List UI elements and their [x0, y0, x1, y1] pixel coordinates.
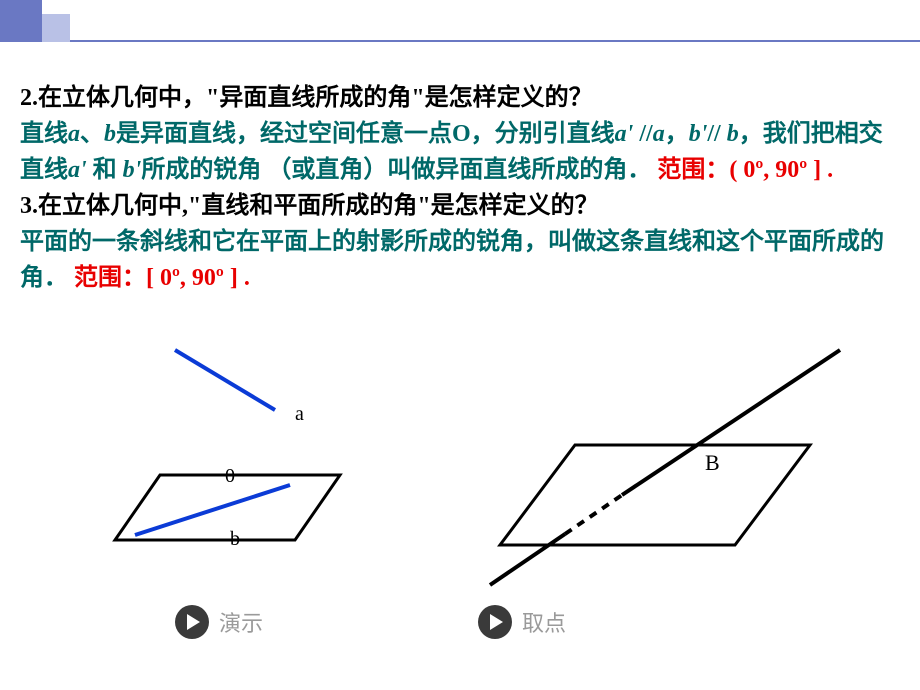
- demo-label: 演示: [219, 606, 263, 638]
- label-a: a: [295, 403, 304, 425]
- a2-aprime: a': [615, 121, 640, 147]
- deco-square-small: [42, 14, 70, 42]
- a2-range-label: 范围：: [657, 157, 729, 183]
- a2-a2: a: [653, 121, 665, 147]
- pick-point-button[interactable]: 取点: [478, 605, 566, 639]
- figure-line-plane-svg: B: [470, 340, 870, 600]
- a3-range-label: 范围：: [74, 265, 146, 291]
- question-3: 3.在立体几何中,"直线和平面所成的角"是怎样定义的？: [20, 188, 900, 224]
- label-B: B: [705, 450, 720, 475]
- a2-par1: //: [639, 121, 652, 147]
- question-2: 2.在立体几何中，"异面直线所成的角"是怎样定义的？: [20, 80, 900, 116]
- answer-3: 平面的一条斜线和它在平面上的射影所成的锐角，叫做这条直线和这个平面所成的角． 范…: [20, 224, 900, 296]
- answer-3-range: 范围：[ 0º, 90º ] .: [74, 265, 250, 291]
- play-icon: [478, 605, 512, 639]
- a2-b2: b: [727, 121, 739, 147]
- a2-pre: 直线: [20, 121, 68, 147]
- answer-2: 直线a、b是异面直线，经过空间任意一点O，分别引直线a' //a，b'// b，…: [20, 116, 900, 188]
- a2-range-value: ( 0º, 90º ] .: [729, 157, 833, 183]
- plane-right: [500, 445, 810, 545]
- a2-end: 所成的锐角 （或直角）叫做异面直线所成的角．: [141, 157, 651, 183]
- figure-skew-lines-svg: a b 0: [80, 340, 420, 590]
- label-b: b: [230, 528, 240, 550]
- figure-skew-lines: a b 0: [80, 340, 420, 590]
- controls-row: 演示 取点: [0, 605, 920, 639]
- a3-range-value: [ 0º, 90º ] .: [146, 265, 250, 291]
- deco-square-large: [0, 0, 42, 42]
- label-0: 0: [225, 465, 235, 487]
- line-above: [622, 350, 840, 495]
- a2-bprime: b': [689, 121, 708, 147]
- a2-comma: ，: [665, 121, 689, 147]
- a2-and: 和: [93, 157, 123, 183]
- a2-var-a: a: [68, 121, 80, 147]
- figure-line-plane: B: [470, 340, 870, 590]
- a2-var-b: b: [104, 121, 116, 147]
- line-b: [135, 485, 290, 535]
- a2-par2: //: [707, 121, 726, 147]
- play-icon: [175, 605, 209, 639]
- a2-bprime2: b': [123, 157, 142, 183]
- deco-bar: [70, 40, 920, 42]
- pick-label: 取点: [522, 606, 566, 638]
- a2-mid: 是异面直线，经过空间任意一点O，分别引直线: [116, 121, 615, 147]
- a2-sep1: 、: [80, 121, 104, 147]
- line-dashed: [565, 495, 622, 534]
- a2-aprime2: a': [68, 157, 93, 183]
- line-a: [175, 350, 275, 410]
- answer-2-range: 范围：( 0º, 90º ] .: [657, 157, 833, 183]
- header-decoration: [0, 0, 160, 50]
- slide-content: 2.在立体几何中，"异面直线所成的角"是怎样定义的？ 直线a、b是异面直线，经过…: [20, 80, 900, 296]
- demo-button[interactable]: 演示: [175, 605, 263, 639]
